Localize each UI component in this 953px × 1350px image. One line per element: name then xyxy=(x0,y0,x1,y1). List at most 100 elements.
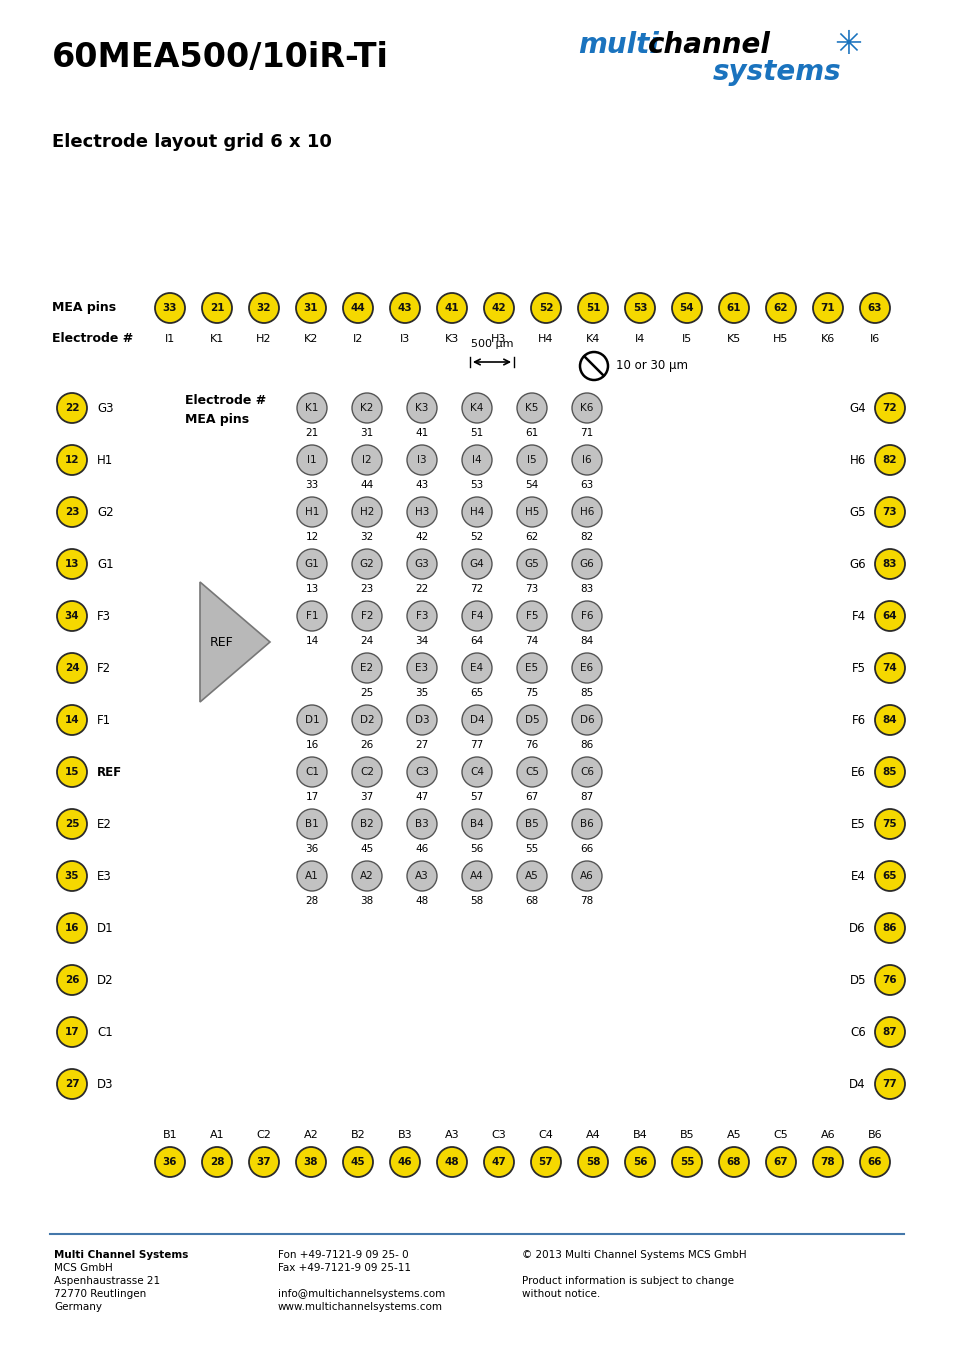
Text: E3: E3 xyxy=(415,663,428,674)
Circle shape xyxy=(874,705,904,734)
Circle shape xyxy=(461,601,492,630)
Circle shape xyxy=(296,549,327,579)
Circle shape xyxy=(461,653,492,683)
Text: I2: I2 xyxy=(353,333,363,344)
Text: G6: G6 xyxy=(579,559,594,568)
Circle shape xyxy=(296,861,327,891)
Circle shape xyxy=(57,809,87,838)
Circle shape xyxy=(874,965,904,995)
Text: 12: 12 xyxy=(65,455,79,464)
Text: G6: G6 xyxy=(848,558,865,571)
Circle shape xyxy=(57,705,87,734)
Text: 77: 77 xyxy=(470,740,483,751)
Text: C2: C2 xyxy=(359,767,374,778)
Text: I6: I6 xyxy=(581,455,591,464)
Text: D3: D3 xyxy=(415,716,429,725)
Text: E2: E2 xyxy=(97,818,112,830)
Text: C4: C4 xyxy=(470,767,483,778)
Text: 51: 51 xyxy=(585,302,599,313)
Text: info@multichannelsystems.com: info@multichannelsystems.com xyxy=(277,1289,445,1299)
Text: Product information is subject to change: Product information is subject to change xyxy=(521,1276,733,1287)
Text: K4: K4 xyxy=(470,404,483,413)
Text: 24: 24 xyxy=(65,663,79,674)
Text: D1: D1 xyxy=(304,716,319,725)
Circle shape xyxy=(57,601,87,630)
Text: Fon +49-7121-9 09 25- 0: Fon +49-7121-9 09 25- 0 xyxy=(277,1250,408,1260)
Text: H2: H2 xyxy=(256,333,272,344)
Text: Electrode #: Electrode # xyxy=(185,393,266,406)
Circle shape xyxy=(812,1148,842,1177)
Circle shape xyxy=(874,861,904,891)
Circle shape xyxy=(874,393,904,423)
Circle shape xyxy=(57,549,87,579)
Text: H1: H1 xyxy=(97,454,113,467)
Circle shape xyxy=(517,757,546,787)
Text: MEA pins: MEA pins xyxy=(185,413,249,427)
Text: 22: 22 xyxy=(65,404,79,413)
Circle shape xyxy=(624,1148,655,1177)
Circle shape xyxy=(572,653,601,683)
Circle shape xyxy=(517,809,546,838)
Text: 42: 42 xyxy=(415,532,428,541)
Text: F1: F1 xyxy=(305,612,318,621)
Text: 87: 87 xyxy=(579,792,593,802)
Text: 43: 43 xyxy=(397,302,412,313)
Circle shape xyxy=(57,1069,87,1099)
Text: H5: H5 xyxy=(524,508,538,517)
Text: 13: 13 xyxy=(305,585,318,594)
Text: F2: F2 xyxy=(97,662,111,675)
Text: I4: I4 xyxy=(634,333,644,344)
Text: A3: A3 xyxy=(444,1130,458,1139)
Circle shape xyxy=(407,549,436,579)
Text: K5: K5 xyxy=(525,404,538,413)
Text: C1: C1 xyxy=(305,767,318,778)
Text: I5: I5 xyxy=(527,455,537,464)
Text: D2: D2 xyxy=(359,716,374,725)
Text: MEA pins: MEA pins xyxy=(52,301,116,315)
Text: 58: 58 xyxy=(470,896,483,906)
Text: K6: K6 xyxy=(579,404,593,413)
Circle shape xyxy=(461,393,492,423)
Text: 41: 41 xyxy=(444,302,458,313)
Text: H3: H3 xyxy=(415,508,429,517)
Text: 34: 34 xyxy=(65,612,79,621)
Text: 46: 46 xyxy=(415,844,428,855)
Text: I1: I1 xyxy=(165,333,175,344)
Text: 17: 17 xyxy=(65,1027,79,1037)
Text: 65: 65 xyxy=(882,871,897,882)
Text: 73: 73 xyxy=(882,508,897,517)
Circle shape xyxy=(874,1069,904,1099)
Text: 62: 62 xyxy=(773,302,787,313)
Text: 67: 67 xyxy=(773,1157,787,1166)
Text: 48: 48 xyxy=(415,896,428,906)
Circle shape xyxy=(572,446,601,475)
Text: C1: C1 xyxy=(97,1026,112,1038)
Text: MCS GmbH: MCS GmbH xyxy=(54,1264,112,1273)
Circle shape xyxy=(517,497,546,526)
Text: 42: 42 xyxy=(491,302,506,313)
Text: 13: 13 xyxy=(65,559,79,568)
Text: I3: I3 xyxy=(399,333,410,344)
Text: 87: 87 xyxy=(882,1027,897,1037)
Circle shape xyxy=(57,653,87,683)
Circle shape xyxy=(874,653,904,683)
Text: 35: 35 xyxy=(65,871,79,882)
Text: K2: K2 xyxy=(303,333,318,344)
Circle shape xyxy=(874,809,904,838)
Circle shape xyxy=(461,861,492,891)
Text: F5: F5 xyxy=(851,662,865,675)
Text: 53: 53 xyxy=(632,302,646,313)
Text: 74: 74 xyxy=(525,636,538,647)
Circle shape xyxy=(352,705,381,734)
Circle shape xyxy=(461,497,492,526)
Circle shape xyxy=(874,913,904,944)
Circle shape xyxy=(483,1148,514,1177)
Text: K3: K3 xyxy=(444,333,458,344)
Text: 36: 36 xyxy=(305,844,318,855)
Text: 32: 32 xyxy=(360,532,374,541)
Text: 17: 17 xyxy=(305,792,318,802)
Text: D4: D4 xyxy=(848,1077,865,1091)
Text: ✳: ✳ xyxy=(833,28,862,62)
Text: Aspenhaustrasse 21: Aspenhaustrasse 21 xyxy=(54,1276,160,1287)
Text: 23: 23 xyxy=(65,508,79,517)
